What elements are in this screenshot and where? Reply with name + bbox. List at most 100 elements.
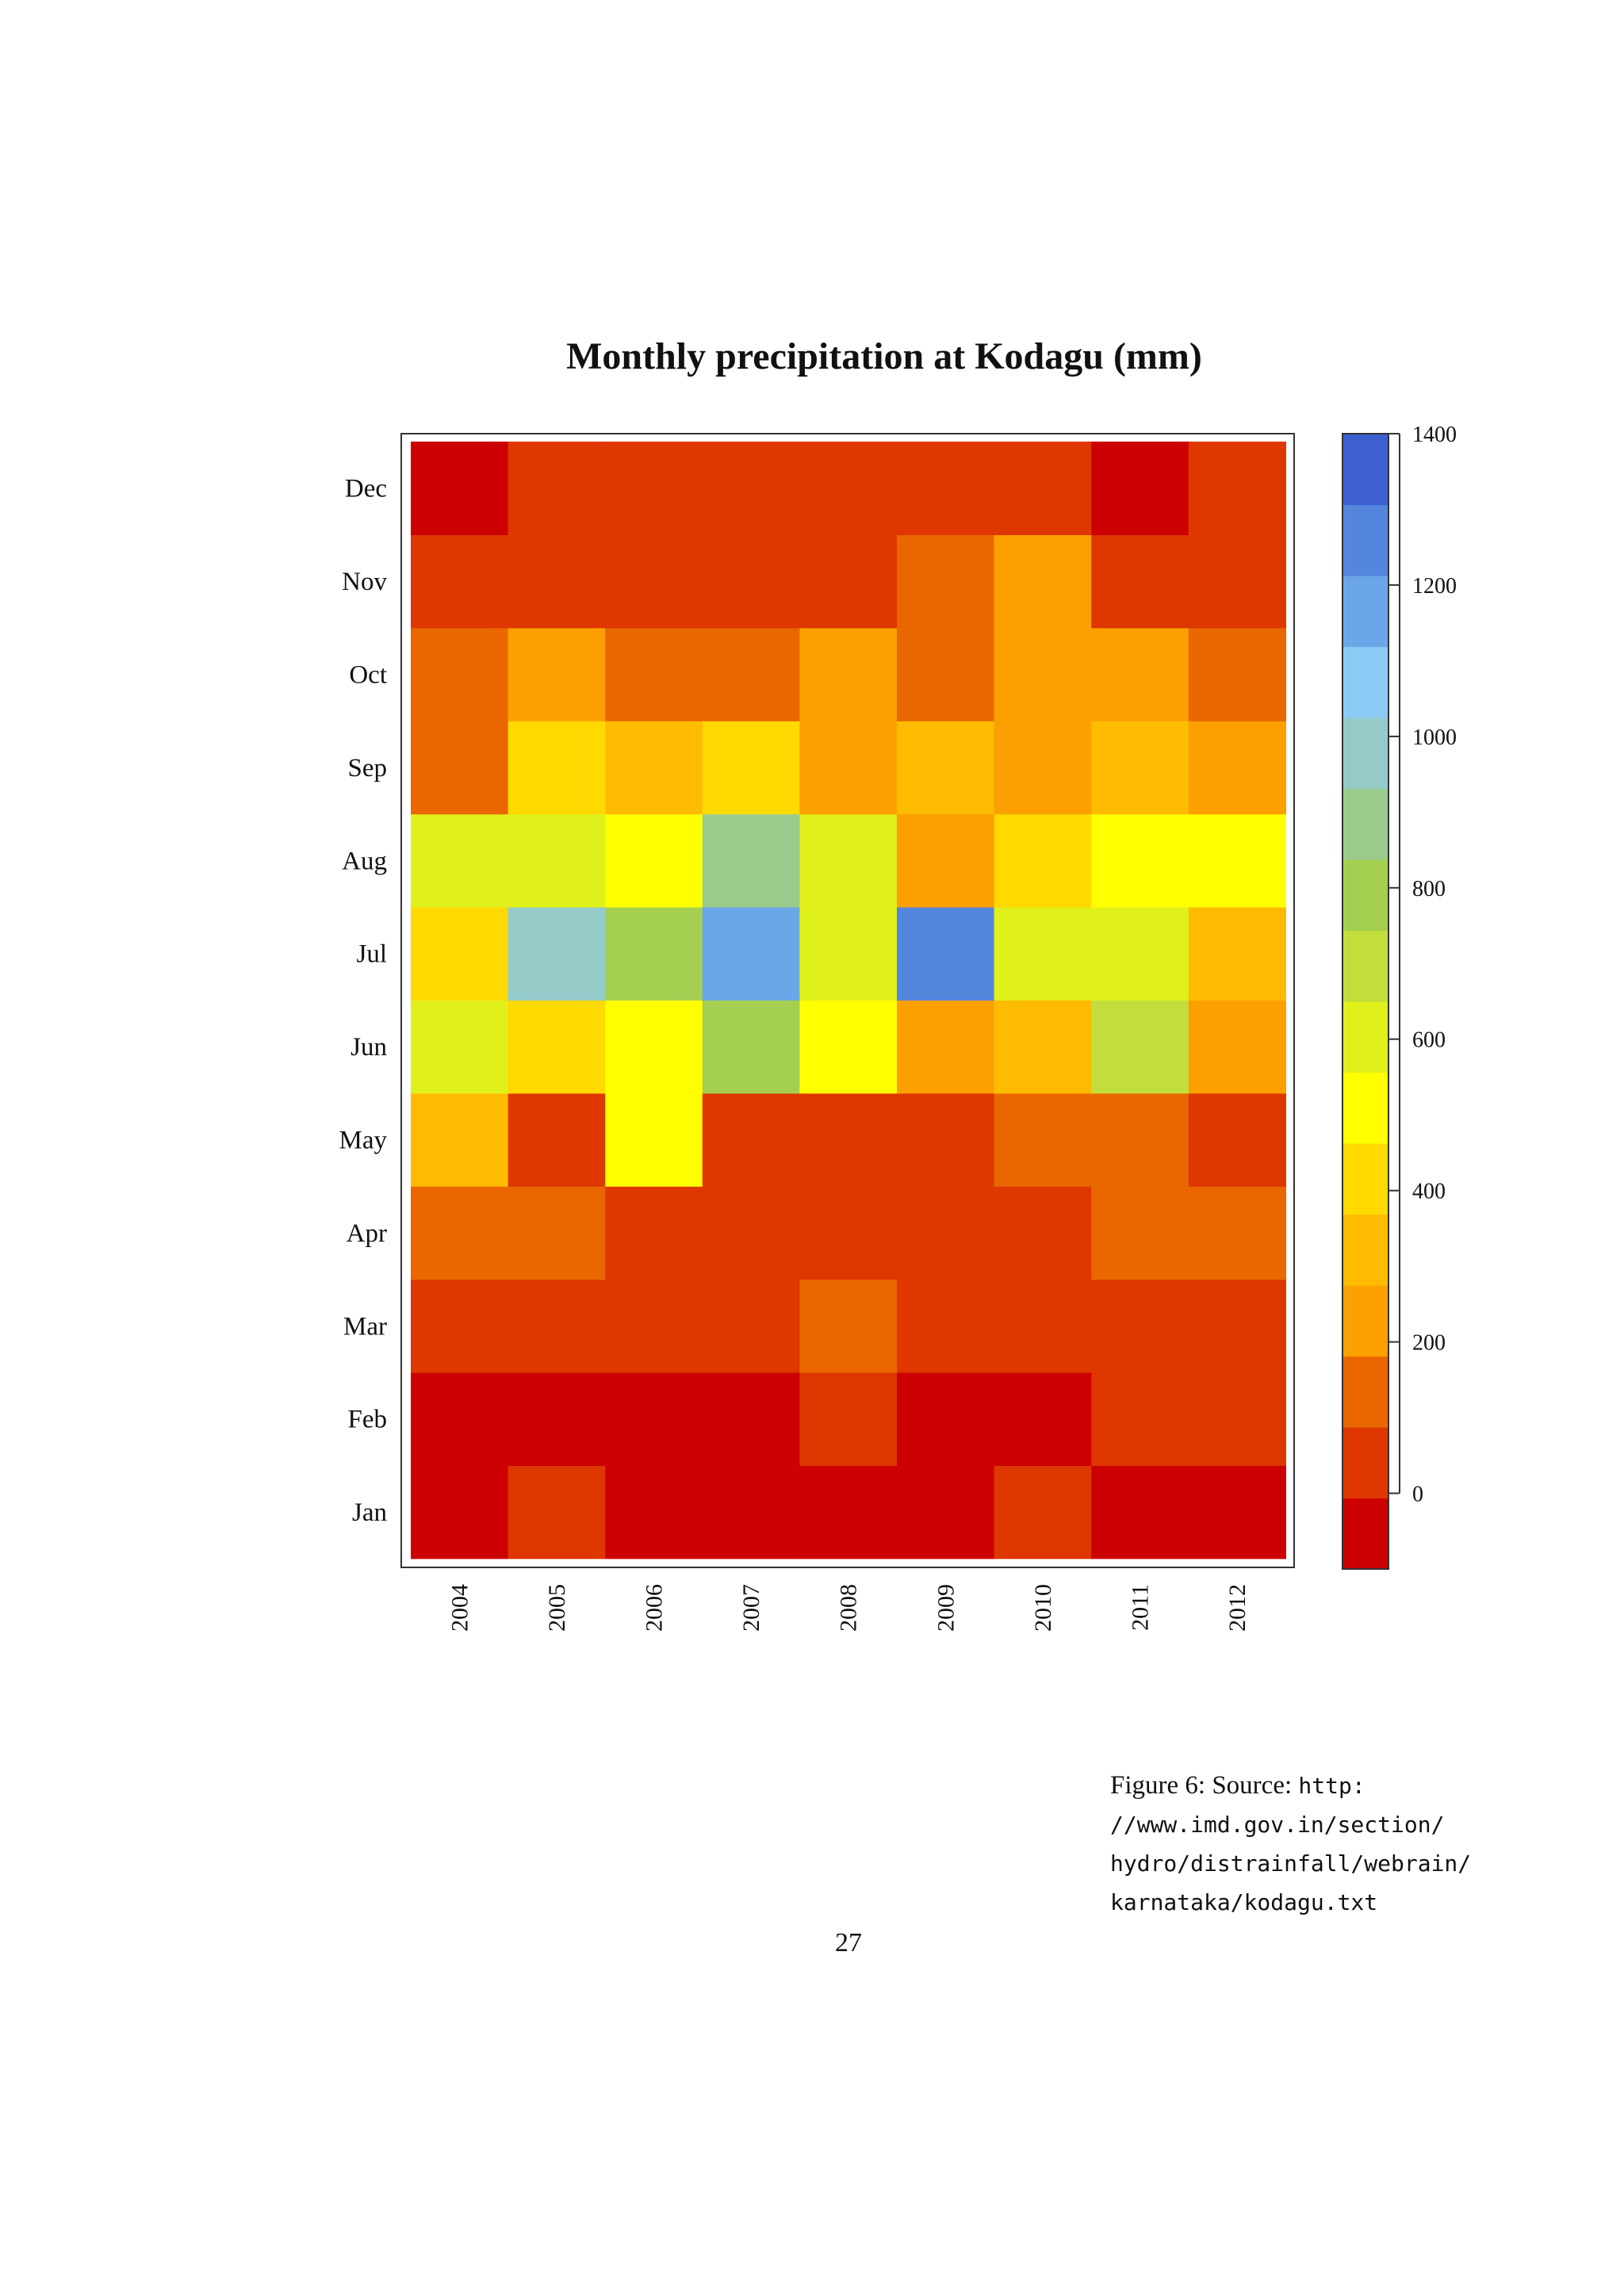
year-label-2004: 2004 xyxy=(446,1584,473,1632)
heatmap-cell-oct-2012 xyxy=(1188,627,1286,721)
caption-url-line-3[interactable]: hydro/distrainfall/webrain/ xyxy=(1110,1850,1472,1877)
month-label-jan: Jan xyxy=(352,1498,387,1527)
year-label-2008: 2008 xyxy=(836,1584,862,1632)
heatmap-cell-aug-2005 xyxy=(508,813,606,908)
month-label-oct: Oct xyxy=(349,661,387,690)
heatmap-cell-dec-2011 xyxy=(1091,442,1189,535)
colorbar-swatch-1000 xyxy=(1342,718,1388,790)
heatmap-cell-aug-2010 xyxy=(994,813,1092,908)
colorbar-swatch-300 xyxy=(1342,1214,1388,1286)
heatmap-cell-dec-2005 xyxy=(508,442,606,535)
month-label-apr: Apr xyxy=(347,1219,387,1248)
colorbar-swatch-500 xyxy=(1342,1072,1388,1144)
heatmap-cell-aug-2012 xyxy=(1188,813,1286,908)
heatmap-cell-nov-2006 xyxy=(605,534,703,629)
year-label-2005: 2005 xyxy=(544,1584,570,1632)
heatmap-cell-nov-2009 xyxy=(897,534,995,629)
heatmap-cell-jun-2008 xyxy=(799,1000,898,1094)
year-label-2012: 2012 xyxy=(1224,1584,1251,1632)
month-label-jun: Jun xyxy=(350,1033,387,1062)
colorbar-tick-label-1400: 1400 xyxy=(1412,423,1457,447)
heatmap-cell-sep-2004 xyxy=(411,721,509,815)
heatmap-cell-mar-2011 xyxy=(1091,1279,1189,1373)
month-label-nov: Nov xyxy=(342,568,387,596)
heatmap-cell-sep-2009 xyxy=(897,721,995,815)
heatmap-cell-sep-2008 xyxy=(799,721,898,815)
chart-title: Monthly precipitation at Kodagu (mm) xyxy=(566,335,1202,377)
year-label-2007: 2007 xyxy=(738,1584,764,1632)
heatmap-cell-aug-2004 xyxy=(411,813,509,908)
heatmap-cell-dec-2012 xyxy=(1188,442,1286,535)
heatmap-cell-jul-2007 xyxy=(702,907,800,1001)
colorbar-swatch-100 xyxy=(1342,1356,1388,1428)
heatmap-cell-mar-2008 xyxy=(799,1279,898,1373)
heatmap-cell-jan-2004 xyxy=(411,1465,509,1559)
colorbar-tick-label-400: 400 xyxy=(1412,1180,1446,1204)
heatmap-cell-feb-2011 xyxy=(1091,1372,1189,1466)
heatmap-cell-oct-2004 xyxy=(411,627,509,721)
colorbar-swatch-1400 xyxy=(1342,434,1388,506)
colorbar-frame xyxy=(1342,433,1389,1570)
year-label-2009: 2009 xyxy=(933,1584,959,1632)
heatmap-cell-feb-2004 xyxy=(411,1372,509,1466)
colorbar-swatch-1200 xyxy=(1342,576,1388,648)
month-label-sep: Sep xyxy=(348,754,388,783)
heatmap-cell-apr-2008 xyxy=(799,1186,898,1280)
heatmap-cell-aug-2006 xyxy=(605,813,703,908)
heatmap-cell-aug-2009 xyxy=(897,813,995,908)
heatmap-cell-jun-2007 xyxy=(702,1000,800,1094)
heatmap-cell-jul-2012 xyxy=(1188,907,1286,1001)
year-label-2011: 2011 xyxy=(1128,1584,1154,1631)
heatmap-cell-apr-2004 xyxy=(411,1186,509,1280)
heatmap-cell-may-2009 xyxy=(897,1093,995,1187)
heatmap-cell-nov-2011 xyxy=(1091,534,1189,629)
colorbar-tick-label-0: 0 xyxy=(1412,1483,1423,1507)
heatmap-cell-sep-2012 xyxy=(1188,721,1286,815)
heatmap-cell-aug-2007 xyxy=(702,813,800,908)
heatmap-cell-apr-2012 xyxy=(1188,1186,1286,1280)
caption-label: Figure 6: Source: xyxy=(1110,1771,1293,1800)
heatmap-cell-dec-2007 xyxy=(702,442,800,535)
heatmap-cell-oct-2005 xyxy=(508,627,606,721)
heatmap-cell-may-2011 xyxy=(1091,1093,1189,1187)
heatmap-cell-may-2007 xyxy=(702,1093,800,1187)
year-labels: 2004 2005 2006 2007 2008 2009 2010 2011 2012 xyxy=(446,1584,1251,1632)
month-label-may: May xyxy=(339,1127,388,1155)
heatmap-cell-feb-2006 xyxy=(605,1372,703,1466)
colorbar-swatch-700 xyxy=(1342,930,1388,1002)
heatmap-cell-nov-2005 xyxy=(508,534,606,629)
heatmap-cell-jan-2010 xyxy=(994,1465,1092,1559)
caption-url-line-2[interactable]: //www.imd.gov.in/section/ xyxy=(1110,1812,1445,1838)
colorbar-swatch-1100 xyxy=(1342,646,1388,718)
month-label-feb: Feb xyxy=(348,1406,388,1434)
heatmap-cell-jun-2009 xyxy=(897,1000,995,1094)
heatmap-cell-nov-2012 xyxy=(1188,534,1286,629)
heatmap-cell-dec-2009 xyxy=(897,442,995,535)
caption-url-line-4[interactable]: karnataka/kodagu.txt xyxy=(1110,1889,1378,1915)
month-label-aug: Aug xyxy=(342,847,387,875)
plot-frame xyxy=(400,433,1295,1568)
colorbar-ticks: 0 200 400 600 800 1000 1200 1400 xyxy=(1388,423,1457,1507)
heatmap-cell-oct-2009 xyxy=(897,627,995,721)
heatmap-cell-dec-2010 xyxy=(994,442,1092,535)
colorbar-tick-label-800: 800 xyxy=(1412,877,1446,901)
heatmap-cell-jan-2011 xyxy=(1091,1465,1189,1559)
heatmap-cell-jul-2008 xyxy=(799,907,898,1001)
colorbar-swatch--100 xyxy=(1342,1498,1388,1570)
month-label-dec: Dec xyxy=(345,475,387,503)
heatmap-cell-mar-2009 xyxy=(897,1279,995,1373)
heatmap-cell-oct-2007 xyxy=(702,627,800,721)
heatmap-cell-jul-2010 xyxy=(994,907,1092,1001)
caption-url-line-1[interactable]: http: xyxy=(1298,1773,1365,1799)
colorbar-swatch-800 xyxy=(1342,859,1388,932)
heatmap-cell-sep-2007 xyxy=(702,721,800,815)
heatmap-cell-jun-2011 xyxy=(1091,1000,1189,1094)
heatmap-cell-sep-2005 xyxy=(508,721,606,815)
heatmap-cell-jul-2009 xyxy=(897,907,995,1001)
heatmap-cell-apr-2010 xyxy=(994,1186,1092,1280)
heatmap-cell-mar-2004 xyxy=(411,1279,509,1373)
colorbar-swatch-200 xyxy=(1342,1285,1388,1357)
colorbar-swatch-400 xyxy=(1342,1143,1388,1215)
heatmap-cell-aug-2011 xyxy=(1091,813,1189,908)
heatmap-cell-dec-2006 xyxy=(605,442,703,535)
